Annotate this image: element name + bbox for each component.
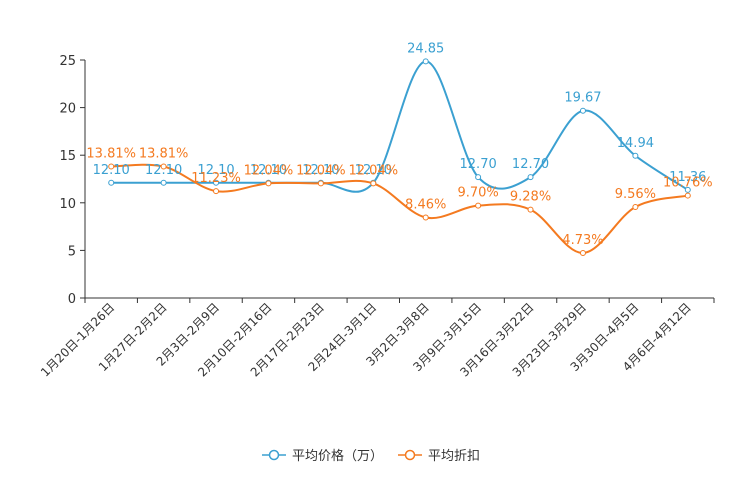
- data-point[interactable]: [370, 180, 377, 187]
- data-point[interactable]: [108, 163, 115, 170]
- y-tick-label: 5: [68, 244, 76, 259]
- legend-item-1[interactable]: 平均价格（万）: [262, 448, 383, 464]
- data-label: 9.28%: [510, 190, 551, 205]
- data-point[interactable]: [579, 107, 586, 114]
- data-label: 4.73%: [562, 233, 603, 248]
- y-tick-label: 15: [59, 149, 76, 164]
- y-tick-label: 20: [59, 102, 76, 117]
- data-label: 12.10: [93, 163, 130, 178]
- data-label: 13.81%: [86, 147, 136, 162]
- data-label: 12.04%: [296, 163, 346, 178]
- data-point[interactable]: [213, 188, 220, 195]
- legend[interactable]: 平均价格（万） 平均折扣: [262, 448, 480, 464]
- data-point[interactable]: [632, 152, 639, 159]
- data-label: 12.10: [302, 163, 339, 178]
- data-point[interactable]: [527, 206, 534, 213]
- data-label: 11.23%: [191, 171, 241, 186]
- data-label: 12.10: [250, 163, 287, 178]
- data-label: 9.56%: [615, 187, 656, 202]
- data-label: 12.04%: [349, 163, 399, 178]
- data-point[interactable]: [422, 58, 429, 65]
- data-point[interactable]: [684, 186, 691, 193]
- data-point[interactable]: [265, 180, 272, 187]
- y-tick-label: 25: [59, 54, 76, 69]
- data-point[interactable]: [475, 174, 482, 181]
- y-tick-label: 0: [68, 292, 76, 307]
- data-label: 12.10: [355, 163, 392, 178]
- data-point[interactable]: [579, 249, 586, 256]
- data-label: 11.36: [669, 170, 706, 185]
- data-label: 12.70: [460, 157, 497, 172]
- data-label: 14.94: [617, 136, 654, 151]
- series-area: [108, 58, 691, 256]
- data-label: 12.10: [145, 163, 182, 178]
- data-label: 10.76%: [663, 176, 713, 191]
- data-label: 12.04%: [244, 163, 294, 178]
- data-point[interactable]: [160, 163, 167, 170]
- data-label: 13.81%: [139, 147, 189, 162]
- data-labels: 12.10 12.10 12.10 12.10 12.10 12.10 24.85 12.70…: [86, 41, 712, 248]
- y-tick-label: 10: [59, 197, 76, 212]
- axes: 05101520251月20日-1月26日1月27日-2月2日2月3日-2月9日…: [38, 54, 715, 380]
- data-point[interactable]: [422, 214, 429, 221]
- data-point[interactable]: [213, 179, 220, 186]
- data-label: 12.10: [197, 163, 234, 178]
- data-point[interactable]: [108, 179, 115, 186]
- legend-label: 平均折扣: [428, 449, 480, 464]
- data-point[interactable]: [475, 202, 482, 209]
- data-label: 19.67: [564, 91, 601, 106]
- data-label: 9.70%: [457, 186, 498, 201]
- legend-item-2[interactable]: 平均折扣: [398, 449, 480, 464]
- data-label: 8.46%: [405, 197, 446, 212]
- data-label: 12.70: [512, 157, 549, 172]
- legend-circle-marker: [404, 449, 416, 461]
- legend-circle-marker: [268, 449, 280, 461]
- data-point[interactable]: [160, 179, 167, 186]
- data-point[interactable]: [632, 203, 639, 210]
- data-point[interactable]: [527, 174, 534, 181]
- data-point[interactable]: [684, 192, 691, 199]
- data-point[interactable]: [317, 180, 324, 187]
- legend-label: 平均价格（万）: [292, 448, 383, 464]
- data-label: 24.85: [407, 41, 444, 56]
